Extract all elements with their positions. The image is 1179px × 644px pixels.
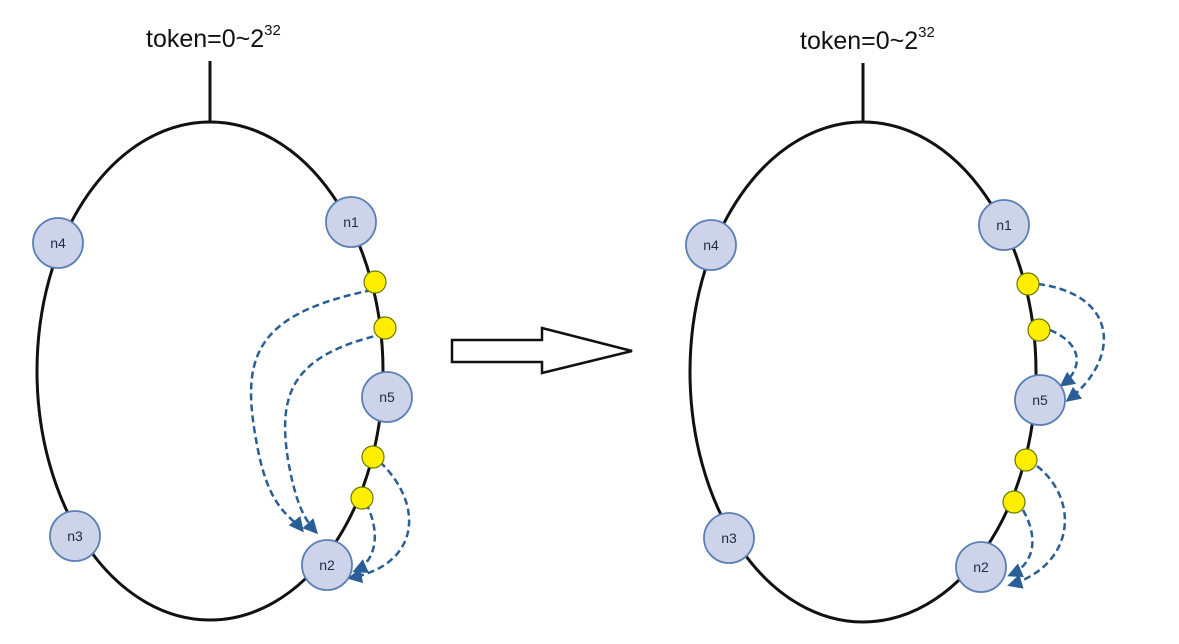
right-token-label: token=0~232 [800,24,935,55]
left-data-point [373,316,397,340]
right-token-exponent: 32 [918,24,935,41]
left-node-n5-label: n5 [379,389,395,405]
left-token-base: token=0~2 [146,25,264,53]
left-node-n2: n2 [301,539,353,591]
right-node-n1: n1 [978,199,1030,251]
left-node-n3-label: n3 [67,528,83,544]
left-node-n4-label: n4 [50,235,66,251]
right-data-point [1027,318,1051,342]
left-node-n3: n3 [49,510,101,562]
left-token-exponent: 32 [264,22,281,39]
right-node-n3-label: n3 [721,530,737,546]
right-data-point [1016,272,1040,296]
right-arrow-k2-to-n5 [1049,328,1078,387]
right-node-n5: n5 [1014,374,1066,426]
right-node-n1-label: n1 [996,217,1012,233]
right-node-n3: n3 [703,512,755,564]
transition-arrow [450,326,633,375]
left-node-n5: n5 [361,371,413,423]
right-ring-diagram: token=0~232 n1 n2 n3 n4 n5 [685,24,1106,624]
left-token-label: token=0~232 [146,22,281,53]
left-data-point [350,486,374,510]
right-arrow-k4-to-n2 [1007,509,1034,578]
right-node-n2: n2 [955,541,1007,593]
right-data-point [1014,448,1038,472]
right-node-n4-label: n4 [703,237,719,253]
left-data-point [361,445,385,469]
left-node-n4: n4 [32,217,84,269]
left-node-n1: n1 [325,196,377,248]
right-ring [688,120,1038,624]
left-arrow-k4-to-n2 [352,502,377,573]
right-node-n5-label: n5 [1032,392,1048,408]
right-token-base: token=0~2 [800,27,918,55]
left-arrow-k3-to-n2 [347,461,411,584]
right-node-n4: n4 [685,219,737,271]
left-data-point [363,270,387,294]
right-node-n2-label: n2 [973,559,989,575]
left-arrow-k1-to-n2 [249,288,373,533]
left-ring [35,120,385,622]
left-ring-diagram: token=0~232 n1 n2 n3 n4 n5 [32,22,413,622]
left-node-n2-label: n2 [319,557,335,573]
right-data-point [1002,490,1026,514]
right-arrow-k1-to-n5 [1037,282,1106,402]
left-arrow-k2-to-n2 [283,332,385,535]
left-node-n1-label: n1 [343,214,359,230]
